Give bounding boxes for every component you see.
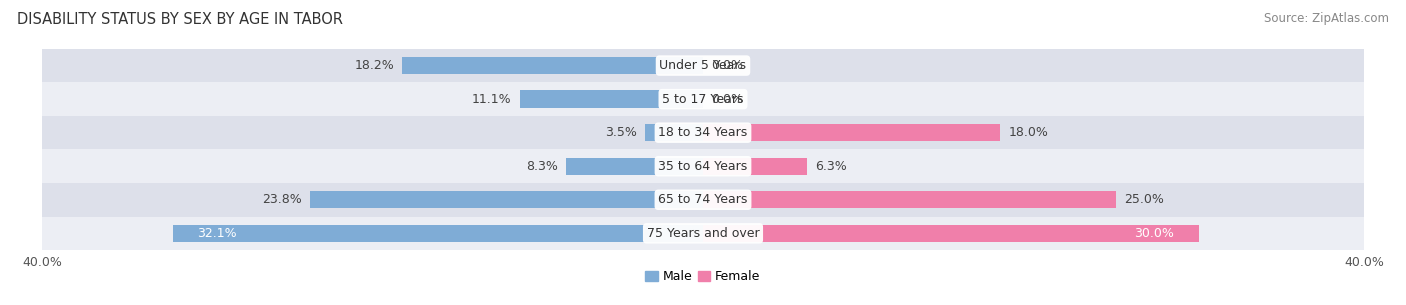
Bar <box>42 49 1364 82</box>
Text: 3.5%: 3.5% <box>605 126 637 139</box>
Text: 65 to 74 Years: 65 to 74 Years <box>658 193 748 206</box>
Bar <box>173 224 703 242</box>
Bar <box>42 82 1364 116</box>
Text: 25.0%: 25.0% <box>1125 193 1164 206</box>
Text: 5 to 17 Years: 5 to 17 Years <box>662 93 744 106</box>
Bar <box>703 157 807 175</box>
Text: 18 to 34 Years: 18 to 34 Years <box>658 126 748 139</box>
Bar <box>309 191 703 209</box>
Bar <box>645 124 703 142</box>
Bar <box>42 217 1364 250</box>
Text: 75 Years and over: 75 Years and over <box>647 227 759 240</box>
Text: DISABILITY STATUS BY SEX BY AGE IN TABOR: DISABILITY STATUS BY SEX BY AGE IN TABOR <box>17 12 343 27</box>
Bar <box>42 116 1364 149</box>
Bar <box>703 191 1116 209</box>
Text: 0.0%: 0.0% <box>711 59 744 72</box>
Bar <box>520 90 703 108</box>
Bar <box>42 149 1364 183</box>
Text: 23.8%: 23.8% <box>262 193 301 206</box>
Text: 11.1%: 11.1% <box>472 93 512 106</box>
Legend: Male, Female: Male, Female <box>641 265 765 288</box>
Bar <box>703 124 1001 142</box>
Text: Under 5 Years: Under 5 Years <box>659 59 747 72</box>
Bar <box>42 183 1364 217</box>
Text: 8.3%: 8.3% <box>526 160 558 173</box>
Text: 32.1%: 32.1% <box>197 227 238 240</box>
Text: 18.0%: 18.0% <box>1008 126 1049 139</box>
Bar <box>565 157 703 175</box>
Text: Source: ZipAtlas.com: Source: ZipAtlas.com <box>1264 12 1389 25</box>
Bar <box>402 57 703 74</box>
Text: 30.0%: 30.0% <box>1135 227 1174 240</box>
Text: 0.0%: 0.0% <box>711 93 744 106</box>
Bar <box>703 224 1198 242</box>
Text: 35 to 64 Years: 35 to 64 Years <box>658 160 748 173</box>
Text: 6.3%: 6.3% <box>815 160 846 173</box>
Text: 18.2%: 18.2% <box>354 59 394 72</box>
